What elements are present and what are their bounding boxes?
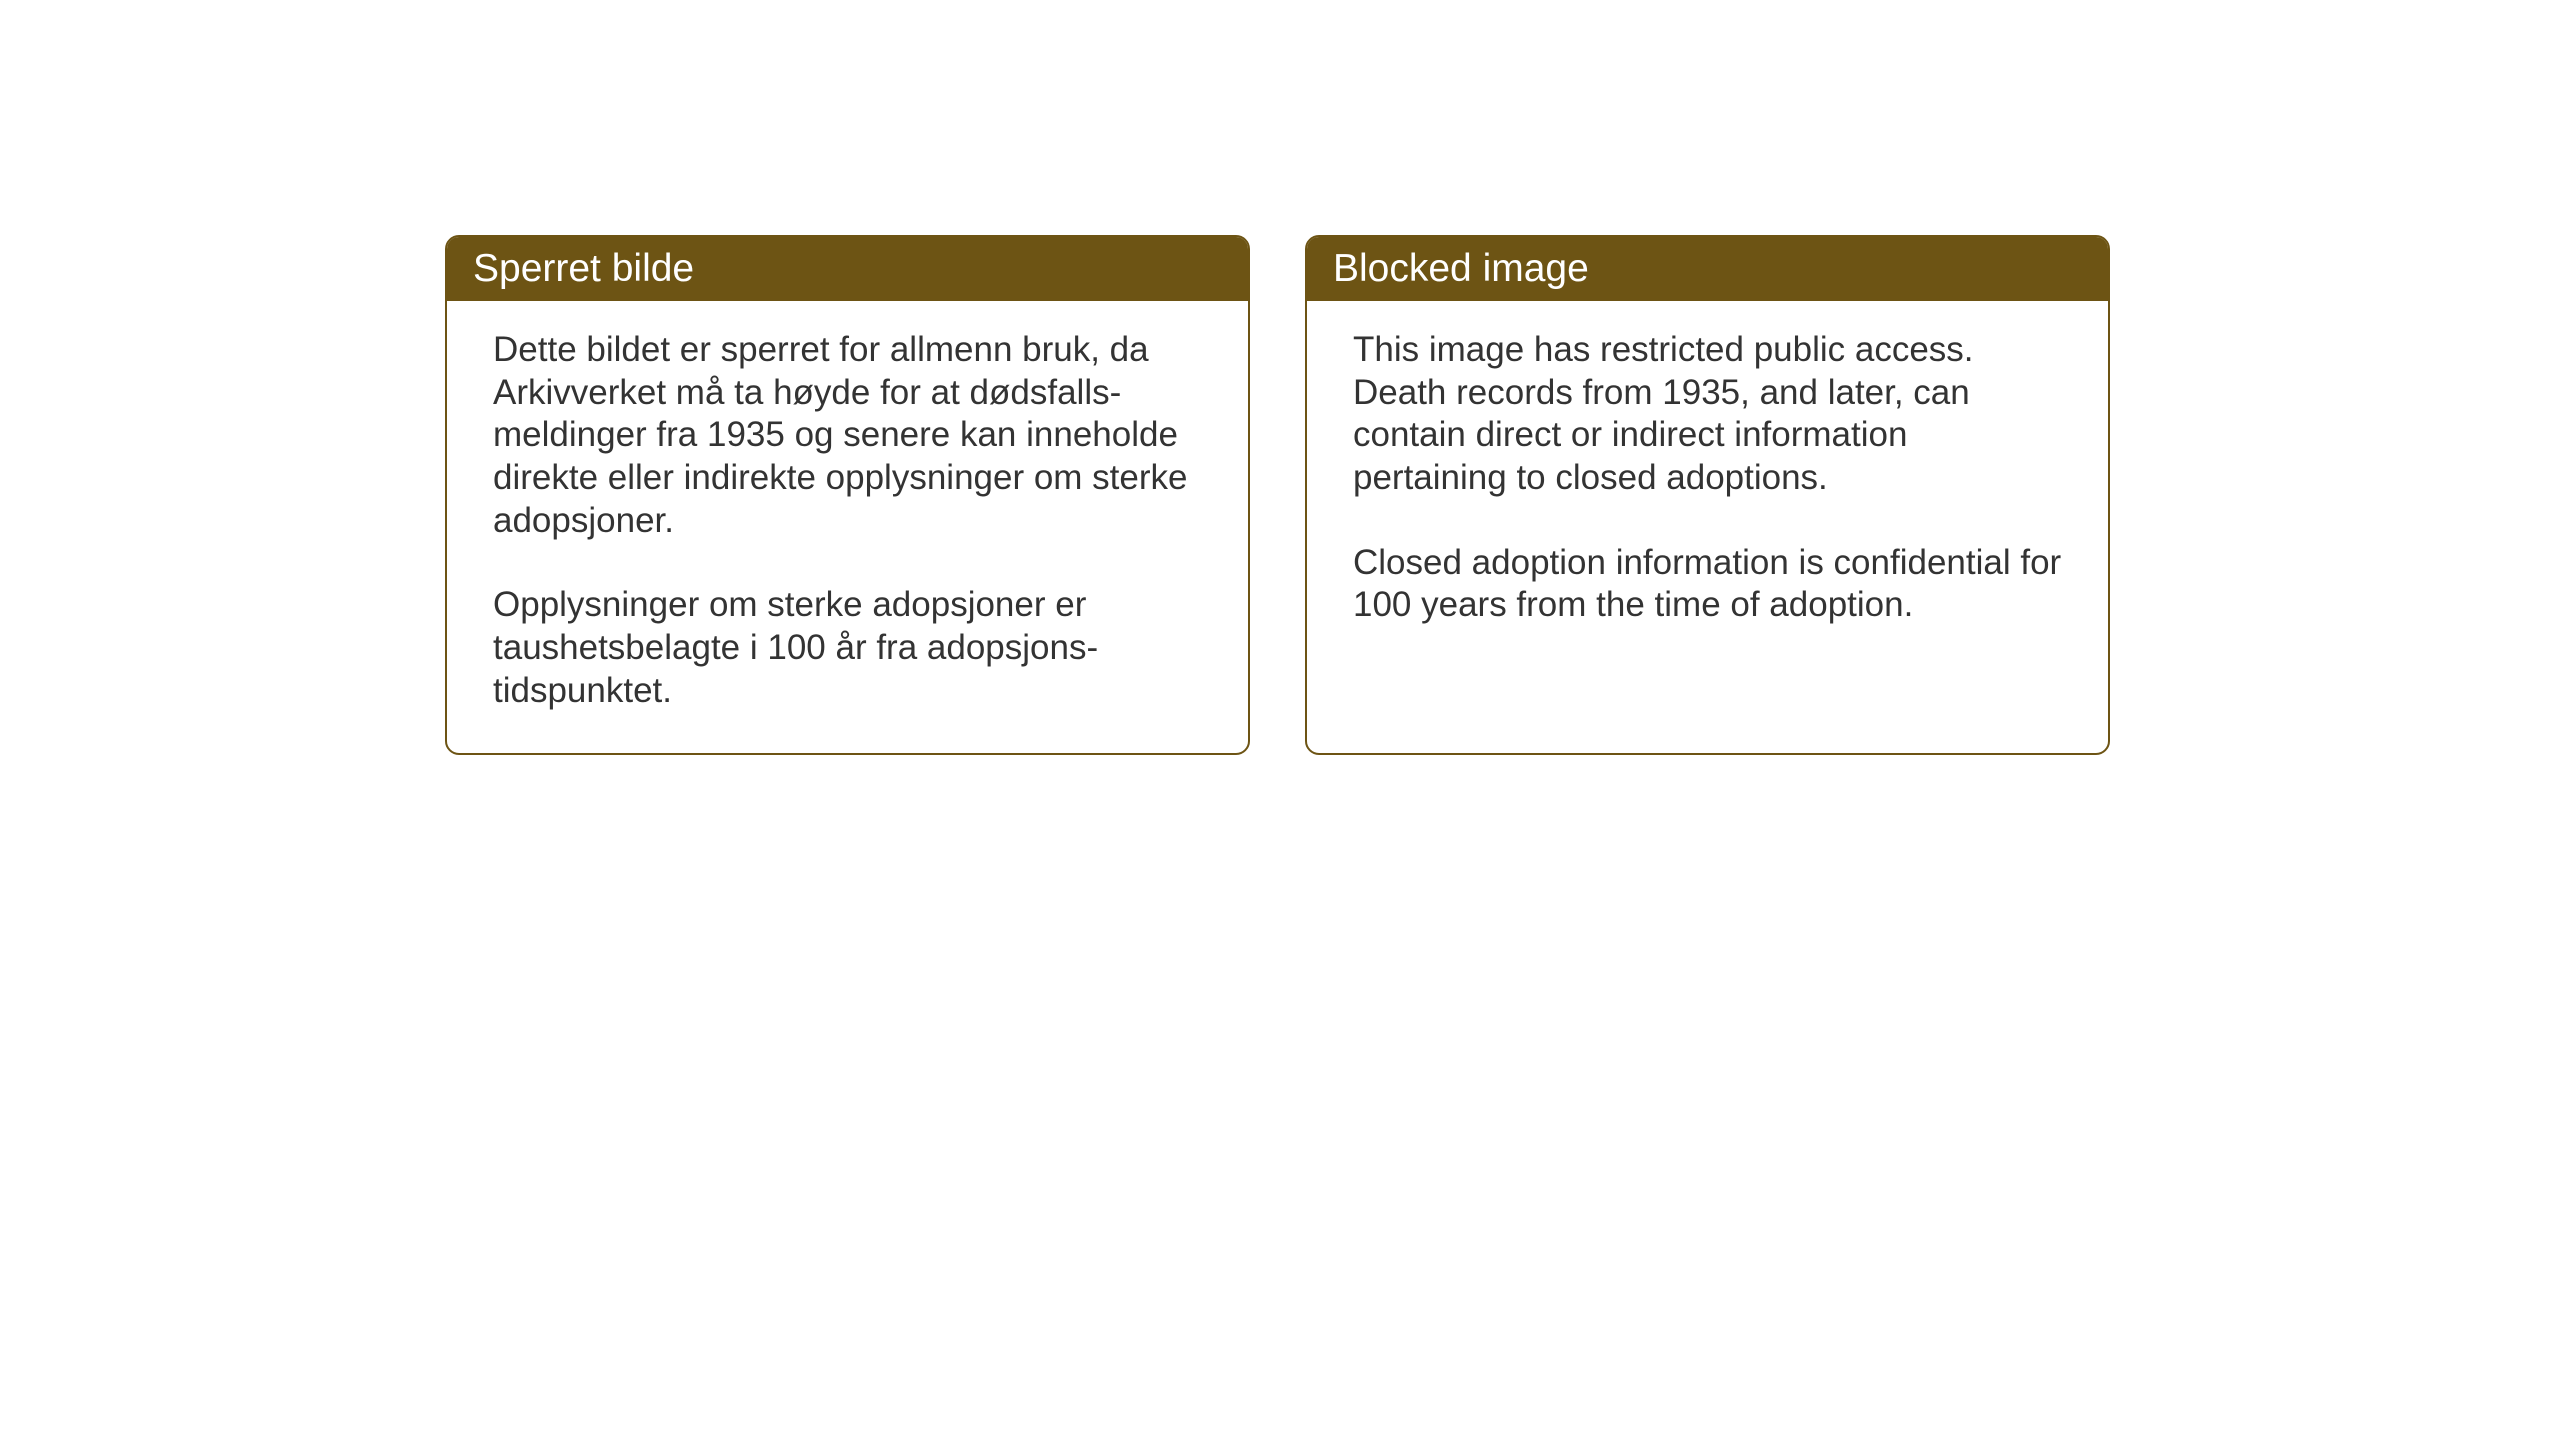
card-paragraph-1-norwegian: Dette bildet er sperret for allmenn bruk… xyxy=(493,329,1202,542)
card-paragraph-1-english: This image has restricted public access.… xyxy=(1353,329,2062,500)
card-body-english: This image has restricted public access.… xyxy=(1307,301,2108,751)
card-body-norwegian: Dette bildet er sperret for allmenn bruk… xyxy=(447,301,1248,753)
card-title-english: Blocked image xyxy=(1333,247,1589,290)
notice-card-norwegian: Sperret bilde Dette bildet er sperret fo… xyxy=(445,235,1250,755)
card-paragraph-2-english: Closed adoption information is confident… xyxy=(1353,542,2062,627)
card-title-norwegian: Sperret bilde xyxy=(473,247,694,290)
card-paragraph-2-norwegian: Opplysninger om sterke adopsjoner er tau… xyxy=(493,584,1202,712)
notice-container: Sperret bilde Dette bildet er sperret fo… xyxy=(445,235,2110,755)
card-header-english: Blocked image xyxy=(1307,237,2108,301)
notice-card-english: Blocked image This image has restricted … xyxy=(1305,235,2110,755)
card-header-norwegian: Sperret bilde xyxy=(447,237,1248,301)
